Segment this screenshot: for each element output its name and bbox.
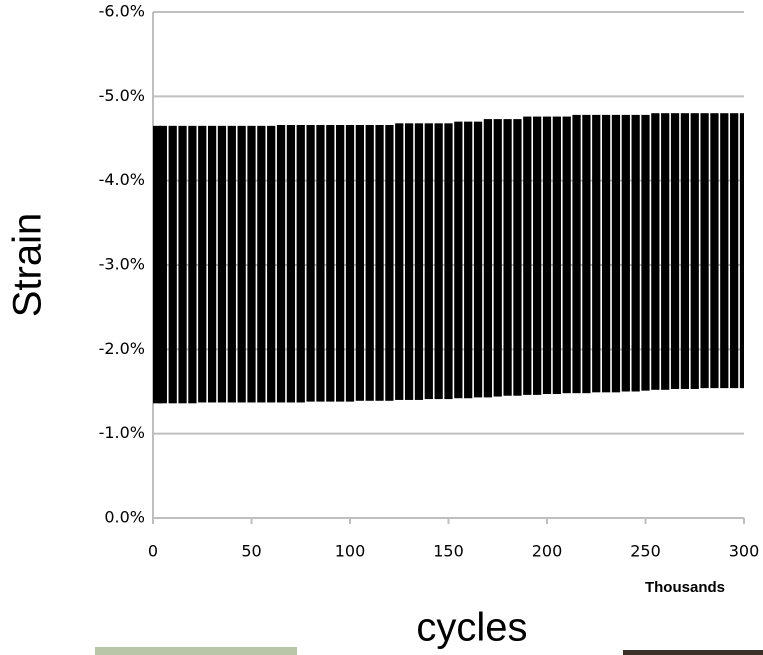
strain-range [188,125,197,404]
y-tick-label: -6.0% [99,2,145,21]
strain-range [424,123,433,400]
strain-range [651,113,660,390]
strain-range [336,125,345,402]
strain-range [296,125,305,403]
strain-range [345,125,355,402]
y-axis-title: Strain [6,213,50,318]
strain-range [670,113,680,389]
x-tick-label: 100 [335,542,366,561]
y-tick-label: -5.0% [99,86,145,105]
strain-range [306,125,315,402]
x-tick-label: 250 [630,542,661,561]
strain-range [483,119,493,398]
strain-range [153,125,162,404]
strain-range [207,125,217,403]
photo-fragment [623,650,763,655]
x-tick-label: 0 [148,542,158,561]
strain-range [178,125,187,404]
y-tick-label: -4.0% [99,170,145,189]
strain-range [572,114,581,394]
strain-range [464,121,473,399]
strain-range [247,125,256,403]
strain-range [523,116,532,395]
strain-range [621,114,630,392]
strain-range [385,125,394,401]
strain-range [237,125,246,403]
strain-range [404,123,414,400]
strain-range [286,125,296,403]
strain-range [158,125,167,404]
y-tick-label: -2.0% [99,339,145,358]
strain-range [257,125,266,403]
strain-range [700,113,709,389]
x-axis-unit: Thousands [645,579,725,596]
strain-range [454,121,463,399]
strain-range [444,123,453,400]
strain-range [592,114,601,393]
strain-range [680,113,690,389]
y-tick-label: -1.0% [99,423,145,442]
strain-range [601,114,611,393]
strain-range [473,121,483,398]
strain-range [690,113,699,389]
strain-range [641,114,650,391]
strain-range [365,125,374,401]
strain-range [434,123,443,400]
y-tick-label: 0.0% [104,508,145,527]
x-tick-label: 300 [729,542,760,561]
strain-range [375,125,384,401]
strain-range [730,113,739,389]
photo-fragment [95,647,297,655]
strain-range [227,125,236,403]
strain-range [631,114,640,392]
x-tick-label: 200 [532,542,563,561]
strain-range [198,125,207,403]
strain-range [582,114,591,394]
strain-range [533,116,542,395]
strain-range [739,113,744,389]
strain-range [710,113,719,389]
strain-range [217,125,227,403]
strain-range [542,116,552,395]
strain-range [316,125,325,402]
strain-range [661,113,670,390]
strain-range [503,119,512,396]
y-tick-label: -3.0% [99,255,145,274]
strain-range [414,123,424,400]
strain-range [611,114,621,393]
strain-range [168,125,177,404]
strain-range [562,116,571,394]
x-axis-title: cycles [416,606,527,650]
strain-range [493,119,502,397]
strain-range [552,116,561,395]
strain-range [513,119,522,396]
x-tick-label: 50 [241,542,261,561]
strain-range [720,113,729,389]
strain-range [395,123,404,400]
x-tick-label: 150 [433,542,464,561]
strain-range [267,125,276,403]
strain-range [276,125,286,403]
strain-range [355,125,364,401]
strain-range [326,125,335,402]
